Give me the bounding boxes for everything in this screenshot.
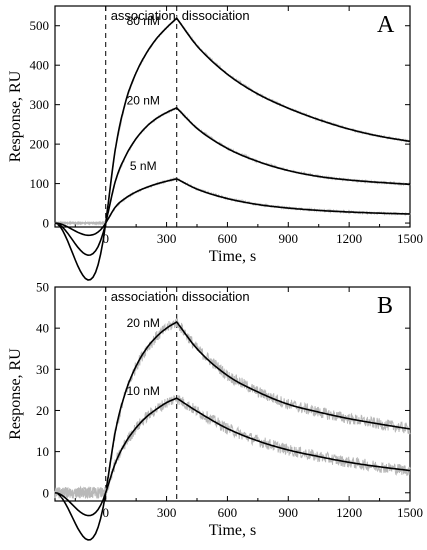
x-tick-label: 600 bbox=[218, 231, 238, 246]
y-tick-label: 50 bbox=[36, 280, 49, 295]
y-tick-label: 20 bbox=[36, 403, 49, 418]
y-tick-label: 100 bbox=[30, 176, 50, 191]
y-tick-label: 300 bbox=[30, 97, 50, 112]
y-tick-label: 0 bbox=[43, 216, 50, 231]
phase-label-dissociation: dissociation bbox=[182, 8, 250, 23]
fit-curve-5-nM bbox=[54, 178, 411, 237]
x-tick-label: 900 bbox=[279, 231, 299, 246]
x-tick-label: 1200 bbox=[336, 505, 362, 520]
x-axis-title: Time, s bbox=[209, 522, 256, 539]
x-tick-label: 300 bbox=[157, 505, 177, 520]
plot-frame bbox=[54, 286, 411, 502]
panel-letter: B bbox=[377, 293, 393, 319]
y-axis-title: Response, RU bbox=[7, 70, 24, 162]
series-label: 10 nM bbox=[127, 384, 160, 398]
y-tick-label: 40 bbox=[36, 321, 49, 336]
x-tick-label: 0 bbox=[102, 231, 109, 246]
x-tick-label: 600 bbox=[218, 505, 238, 520]
y-tick-label: 30 bbox=[36, 362, 49, 377]
y-tick-label: 200 bbox=[30, 137, 50, 152]
series-label: 5 nM bbox=[130, 159, 157, 173]
x-axis-title: Time, s bbox=[209, 248, 256, 265]
plot-frame bbox=[54, 5, 411, 228]
series-label: 80 nM bbox=[127, 14, 160, 28]
series-label: 20 nM bbox=[127, 316, 160, 330]
y-axis-title: Response, RU bbox=[7, 348, 24, 440]
x-tick-label: 900 bbox=[279, 505, 299, 520]
panel-a: 0 300 600 900 1200 1500 0 100 200 300 400 500 Time, … bbox=[7, 5, 423, 281]
y-tick-label: 10 bbox=[36, 444, 49, 459]
x-tick-label: 300 bbox=[157, 231, 177, 246]
fit-curve-10-nM bbox=[54, 397, 411, 517]
x-tick-label: 1500 bbox=[397, 231, 423, 246]
fit-curve-20-nM bbox=[54, 320, 411, 541]
raw-trace-10-nM bbox=[54, 395, 411, 500]
phase-label-association: association bbox=[111, 8, 176, 23]
series-label: 20 nM bbox=[127, 93, 160, 107]
x-tick-label: 1200 bbox=[336, 231, 362, 246]
y-tick-label: 400 bbox=[30, 58, 50, 73]
panel-b: 0 300 600 900 1200 1500 0 10 20 30 40 50 Time, s Resp… bbox=[7, 280, 423, 541]
y-tick-label: 500 bbox=[30, 18, 50, 33]
x-tick-label: 1500 bbox=[397, 505, 423, 520]
fit-curve-80-nM bbox=[54, 16, 411, 281]
x-tick-label: 0 bbox=[102, 505, 109, 520]
y-tick-label: 0 bbox=[43, 485, 50, 500]
fit-curve-20-nM bbox=[54, 106, 411, 257]
phase-label-association: association bbox=[111, 289, 176, 304]
panel-letter: A bbox=[377, 12, 395, 38]
phase-label-dissociation: dissociation bbox=[182, 289, 250, 304]
raw-trace-80-nM bbox=[54, 15, 411, 226]
